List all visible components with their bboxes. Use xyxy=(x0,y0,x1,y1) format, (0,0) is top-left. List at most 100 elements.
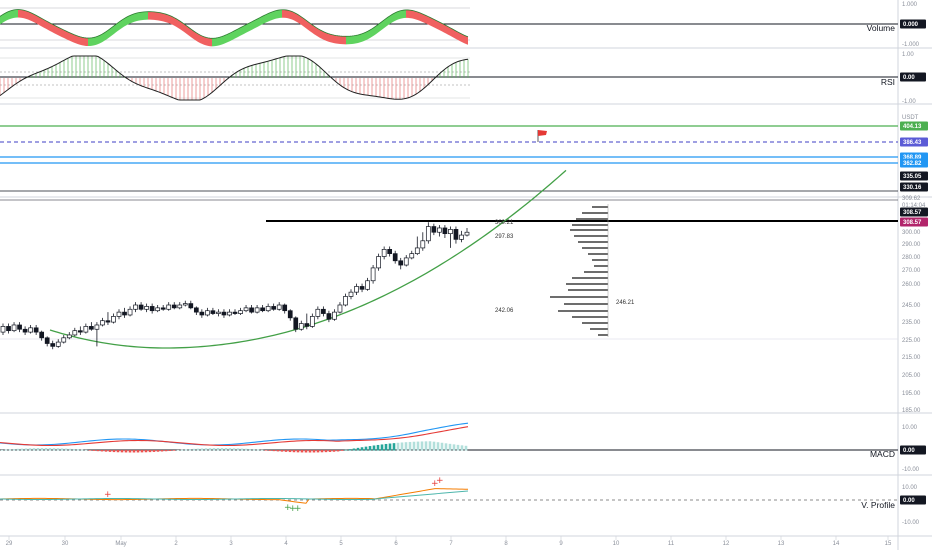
volume-ribbon-segment xyxy=(408,9,410,19)
macd-histogram-bar xyxy=(268,450,272,451)
macd-histogram-bar xyxy=(332,450,336,452)
annotation-242: 242.06 xyxy=(495,308,514,314)
volume-ribbon-segment xyxy=(354,35,356,44)
volume-ribbon-segment xyxy=(406,9,408,18)
volume-profile-bar xyxy=(592,259,608,261)
volume-ribbon-segment xyxy=(80,36,82,46)
volume-ribbon-segment xyxy=(410,10,412,19)
macd-histogram-bar xyxy=(412,441,416,451)
volume-profile-bar xyxy=(572,224,608,226)
macd-histogram-bar xyxy=(364,446,368,451)
price-levels[interactable] xyxy=(0,125,898,340)
volume-ribbon-segment xyxy=(206,37,208,46)
volume-ribbon-segment xyxy=(452,28,454,38)
volume-ribbon-segment xyxy=(108,28,110,39)
price-badge-label: 308.57 xyxy=(903,210,922,216)
volume-ribbon-segment xyxy=(16,9,18,18)
candle-body xyxy=(365,280,370,290)
volume-ribbon-segment xyxy=(262,15,264,25)
candle-body xyxy=(89,326,94,330)
volume-ribbon-segment xyxy=(174,17,176,27)
volume-ribbon-segment xyxy=(374,26,376,36)
volume-ribbon-segment xyxy=(332,34,334,44)
volume-ribbon-segment xyxy=(222,35,224,45)
volume-ribbon-segment xyxy=(140,12,142,21)
time-axis-tick: 13 xyxy=(778,541,785,547)
time-axis-tick: 14 xyxy=(833,541,840,547)
macd-histogram-bar xyxy=(120,450,124,453)
macd-histogram-bar xyxy=(352,448,356,451)
candle-body xyxy=(210,310,216,314)
macd-histogram-bar xyxy=(400,442,404,451)
macd-histogram-bar xyxy=(144,450,148,453)
macd-histogram-bar xyxy=(4,449,8,451)
volume-ribbon-segment xyxy=(230,32,232,42)
volume-ribbon-segment xyxy=(448,26,450,36)
volume-profile-bar xyxy=(558,310,608,312)
volume-ribbon-segment xyxy=(168,14,170,24)
price-badge-label: 368.89 xyxy=(903,155,922,161)
macd-histogram-bar xyxy=(372,445,376,451)
red-flag-icon xyxy=(538,130,547,136)
candle-body xyxy=(33,327,39,333)
macd-histogram-bar xyxy=(344,449,348,451)
macd-histogram-bar xyxy=(248,448,252,451)
candle-body xyxy=(437,227,442,233)
volume-ribbon-segment xyxy=(70,32,72,42)
candle-body xyxy=(459,234,464,240)
candle-body xyxy=(205,310,210,316)
cross-marker: + xyxy=(104,490,112,500)
candle-body xyxy=(55,341,61,347)
volume-ribbon-segment xyxy=(346,36,348,45)
price-badge xyxy=(900,182,928,192)
volume-ribbon-segment xyxy=(112,25,114,36)
volume-ribbon-segment xyxy=(428,16,430,26)
candle-body xyxy=(287,310,293,319)
volume-ribbon-segment xyxy=(228,33,230,43)
candle-body xyxy=(276,304,282,310)
volume-ribbon-segment xyxy=(164,13,166,23)
macd-histogram-bar xyxy=(264,450,268,451)
candlesticks[interactable] xyxy=(0,222,470,350)
volume-ribbon-segment xyxy=(226,34,228,43)
macd-histogram-bar xyxy=(404,442,408,451)
macd-histogram-bar xyxy=(232,448,236,451)
volume-ribbon-segment xyxy=(224,34,226,44)
macd-histogram-bar xyxy=(148,450,152,453)
candle-body xyxy=(298,323,304,330)
candle-body xyxy=(348,291,354,297)
volume-ribbon-segment xyxy=(400,10,402,19)
volume-ribbon-segment xyxy=(184,23,186,34)
volume-ribbon-segment xyxy=(76,35,78,45)
volume-ribbon-segment xyxy=(202,35,204,45)
volume-ribbon-segment xyxy=(94,36,96,46)
macd-histogram-bar xyxy=(36,448,40,451)
volume-ribbon-segment xyxy=(102,33,104,43)
macd-histogram-bar xyxy=(196,448,200,451)
volume-ribbon-segment xyxy=(254,19,256,29)
macd-histogram-bar xyxy=(296,450,300,453)
volume-ribbon-segment xyxy=(114,24,116,34)
macd-histogram-bar xyxy=(124,450,128,453)
price-axis-tick: 215.00 xyxy=(902,355,921,361)
macd-histogram-bar xyxy=(212,448,216,451)
price-badge xyxy=(900,207,928,217)
volume-ribbon-segment xyxy=(242,25,244,35)
macd-histogram-bar xyxy=(368,446,372,451)
candle-body xyxy=(127,308,133,316)
volume-ribbon-segment xyxy=(386,17,388,27)
candle-body xyxy=(315,308,321,317)
volume-ribbon-segment xyxy=(404,9,406,19)
candle-body xyxy=(133,304,138,310)
volume-ribbon-segment xyxy=(314,26,316,36)
volume-ribbon-segment xyxy=(348,36,350,45)
volume-ribbon-segment xyxy=(372,27,374,37)
indicator-value-badge xyxy=(900,19,926,29)
volume-ribbon-top-line xyxy=(0,9,469,39)
macd-histogram-bar xyxy=(164,450,168,452)
volume-ribbon-segment xyxy=(150,11,152,20)
macd-histogram-bar xyxy=(240,448,244,451)
indicator-value-label: 0.000 xyxy=(903,22,919,28)
volume-ribbon-segment xyxy=(72,33,74,43)
